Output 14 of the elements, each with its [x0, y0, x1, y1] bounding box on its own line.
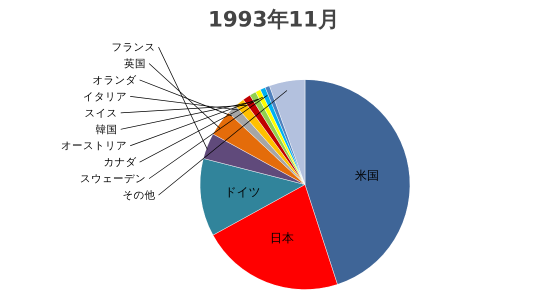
slice-label: カナダ — [103, 156, 138, 169]
slice-label: 日本 — [270, 230, 294, 245]
slice-label: イタリア — [83, 90, 128, 103]
slice-label: ドイツ — [224, 184, 260, 199]
slice-label: スウェーデン — [80, 172, 146, 186]
slice-label: オーストリア — [61, 139, 128, 152]
chart-title: 1993年11月 — [208, 8, 340, 32]
slice-label: フランス — [111, 40, 156, 54]
slice-label: 韓国 — [96, 122, 118, 136]
slice-label: オランダ — [92, 73, 138, 86]
slice-label: スイス — [84, 106, 118, 120]
slice-label: その他 — [122, 188, 156, 202]
slice-label: 米国 — [355, 168, 380, 183]
slice-label: 英国 — [124, 57, 146, 70]
